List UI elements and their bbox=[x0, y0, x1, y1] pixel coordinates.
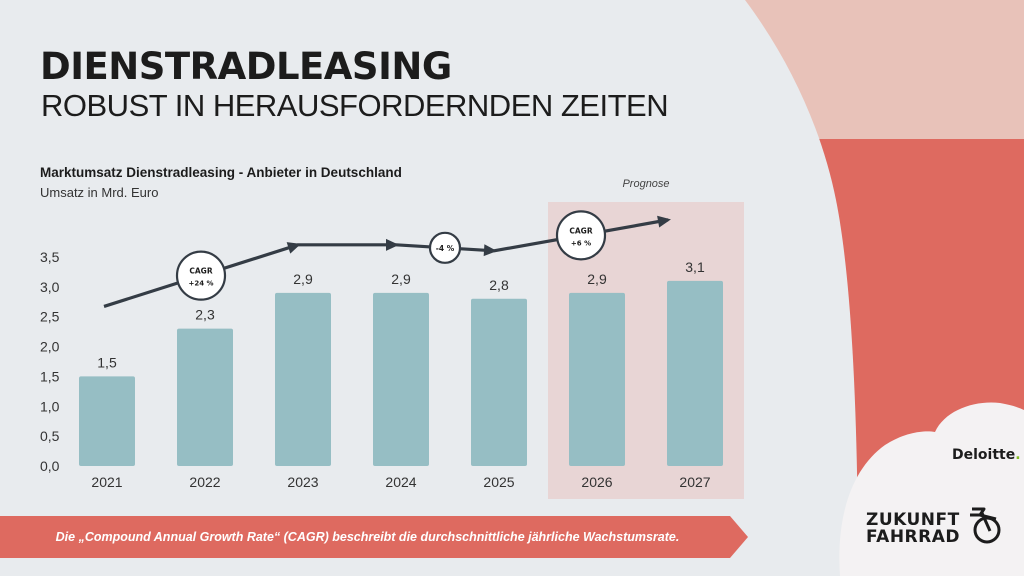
bar bbox=[177, 328, 233, 466]
y-tick-label: 1,5 bbox=[40, 368, 60, 384]
logo-cloud bbox=[839, 402, 1024, 576]
y-tick-label: 3,5 bbox=[40, 249, 60, 265]
bicycle-icon bbox=[970, 507, 1001, 544]
chart-unit-label: Umsatz in Mrd. Euro bbox=[40, 185, 159, 200]
trend-arrowhead bbox=[386, 238, 399, 251]
bar bbox=[275, 292, 331, 466]
x-tick-label: 2024 bbox=[385, 474, 416, 490]
trend-arrowhead bbox=[657, 215, 671, 228]
zf-logo-line1: ZUKUNFT bbox=[866, 510, 960, 530]
bar-value-label: 1,5 bbox=[97, 354, 117, 370]
bar bbox=[79, 376, 135, 466]
cagr-badge-label: CAGR bbox=[569, 226, 592, 235]
zf-logo-line2: FAHRRAD bbox=[866, 527, 960, 547]
x-tick-label: 2021 bbox=[91, 474, 122, 490]
cagr-badge-value: +6 % bbox=[571, 239, 591, 247]
trend-arrowhead bbox=[483, 244, 497, 257]
cagr-badge bbox=[428, 231, 462, 264]
change-badge-value: -4 % bbox=[436, 244, 455, 253]
deloitte-logo-text: Deloitte bbox=[952, 447, 1016, 463]
bar-value-label: 2,3 bbox=[195, 307, 215, 323]
y-tick-label: 0,0 bbox=[40, 458, 60, 474]
chart-title: Marktumsatz Dienstradleasing - Anbieter … bbox=[40, 165, 402, 180]
x-tick-label: 2023 bbox=[287, 474, 318, 490]
page-title: DIENSTRADLEASING bbox=[40, 45, 452, 88]
bar bbox=[471, 298, 527, 466]
deloitte-logo-dot: . bbox=[1015, 447, 1021, 463]
y-tick-label: 2,0 bbox=[40, 339, 60, 355]
y-tick-label: 2,5 bbox=[40, 309, 60, 325]
zukunft-fahrrad-logo: ZUKUNFT FAHRRAD bbox=[866, 512, 960, 546]
bar-value-label: 3,1 bbox=[685, 259, 705, 275]
y-tick-label: 3,0 bbox=[40, 279, 60, 295]
cagr-note-text: Die „Compound Annual Growth Rate“ (CAGR)… bbox=[55, 530, 680, 544]
banner-arrow-shape bbox=[0, 516, 748, 558]
bar-value-label: 2,9 bbox=[293, 271, 313, 287]
cagr-badge bbox=[175, 250, 227, 301]
cagr-note-banner bbox=[0, 516, 748, 558]
trend-arrowhead bbox=[286, 242, 301, 254]
page-subtitle: ROBUST IN HERAUSFORDERNDEN ZEITEN bbox=[41, 88, 669, 123]
cagr-badge-label: CAGR bbox=[189, 267, 212, 276]
cagr-badge-value: +24 % bbox=[188, 280, 213, 288]
forecast-label: Prognose bbox=[622, 178, 669, 190]
x-tick-label: 2022 bbox=[189, 474, 220, 490]
bar-value-label: 2,9 bbox=[587, 271, 607, 287]
bar bbox=[667, 280, 723, 466]
bar-value-label: 2,9 bbox=[391, 271, 411, 287]
x-tick-label: 2025 bbox=[483, 474, 514, 490]
deloitte-logo: Deloitte. bbox=[952, 447, 1021, 463]
x-tick-label: 2026 bbox=[581, 474, 612, 490]
y-tick-label: 1,0 bbox=[40, 398, 60, 414]
x-tick-label: 2027 bbox=[679, 474, 710, 490]
bar bbox=[373, 292, 429, 466]
cagr-badge bbox=[555, 210, 607, 261]
bar-value-label: 2,8 bbox=[489, 277, 509, 293]
y-tick-label: 0,5 bbox=[40, 428, 60, 444]
bar bbox=[569, 292, 625, 466]
